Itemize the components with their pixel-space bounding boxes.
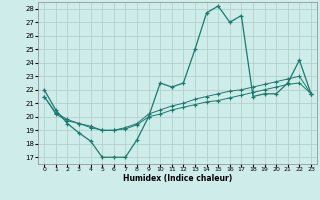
X-axis label: Humidex (Indice chaleur): Humidex (Indice chaleur)	[123, 174, 232, 183]
